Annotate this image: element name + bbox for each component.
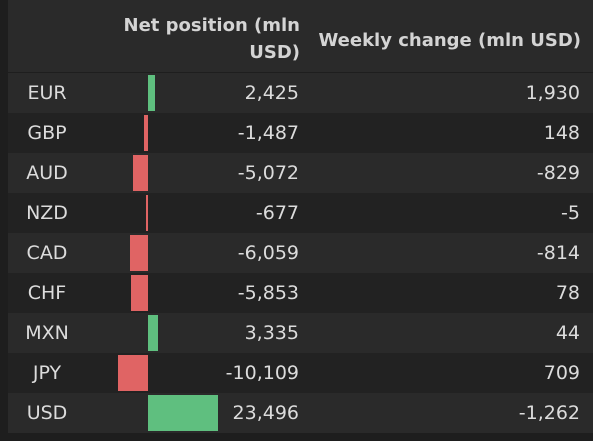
table-row: CAD -6,059 -814 (8, 233, 593, 273)
weekly-cell: -5 (561, 202, 580, 224)
currency-cell: EUR (27, 82, 67, 104)
net-bar (148, 395, 218, 431)
weekly-cell: 709 (543, 362, 580, 384)
net-bar (117, 355, 148, 391)
weekly-cell: -1,262 (518, 402, 580, 424)
currency-cell: GBP (27, 122, 67, 144)
net-cell: -677 (255, 202, 299, 224)
net-bar (132, 155, 148, 191)
net-cell: -6,059 (237, 242, 299, 264)
table-row: USD 23,496 -1,262 (8, 393, 593, 433)
table-row: MXN 3,335 44 (8, 313, 593, 353)
currency-cell: AUD (26, 162, 68, 184)
weekly-cell: -814 (536, 242, 580, 264)
weekly-cell: 148 (543, 122, 580, 144)
net-cell: -1,487 (237, 122, 299, 144)
net-cell: 3,335 (244, 322, 299, 344)
net-cell: -10,109 (225, 362, 299, 384)
currency-cell: MXN (25, 322, 69, 344)
weekly-cell: -829 (536, 162, 580, 184)
table-row: JPY -10,109 709 (8, 353, 593, 393)
currency-cell: CAD (26, 242, 68, 264)
net-bar (148, 75, 156, 111)
header-row: Net position (mln USD) Weekly change (ml… (8, 0, 593, 72)
net-bar (129, 235, 148, 271)
weekly-cell: 78 (555, 282, 580, 304)
currency-cell: CHF (27, 282, 67, 304)
weekly-cell: 44 (555, 322, 580, 344)
table-row: GBP -1,487 148 (8, 113, 593, 153)
table-row: EUR 2,425 1,930 (8, 73, 593, 113)
net-bar (130, 275, 148, 311)
net-bar (145, 195, 148, 231)
net-cell: -5,853 (237, 282, 299, 304)
table-row: NZD -677 -5 (8, 193, 593, 233)
currency-cell: USD (26, 402, 68, 424)
net-cell: 2,425 (244, 82, 299, 104)
table-row: CHF -5,853 78 (8, 273, 593, 313)
net-cell: -5,072 (237, 162, 299, 184)
currency-cell: NZD (26, 202, 68, 224)
net-bar (148, 315, 158, 351)
net-cell: 23,496 (232, 402, 299, 424)
header-cell: Net position (mln USD) (123, 15, 300, 63)
currency-cell: JPY (32, 362, 62, 384)
net-bar (143, 115, 148, 151)
weekly-cell: 1,930 (525, 82, 580, 104)
header-cell: Weekly change (mln USD) (318, 30, 581, 51)
table-row: AUD -5,072 -829 (8, 153, 593, 193)
